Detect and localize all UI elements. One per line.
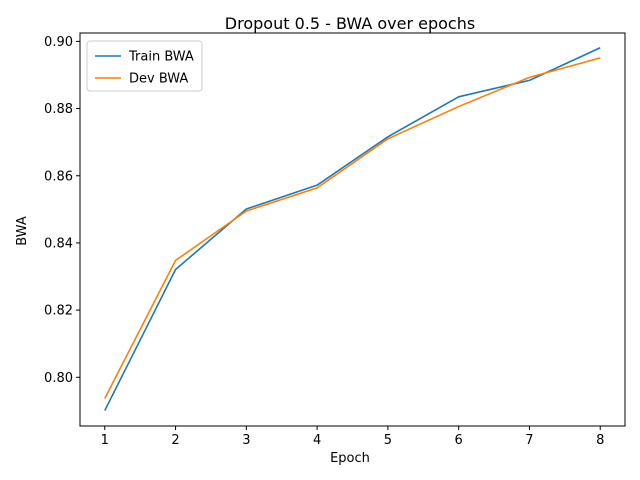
y-tick-label: 0.80 (44, 371, 73, 386)
y-axis-label: BWA (15, 216, 30, 246)
y-tick-label: 0.86 (44, 169, 73, 184)
axes-frame (79, 32, 626, 427)
x-tick-label: 8 (596, 433, 604, 448)
x-axis-ticks: 1 2 3 4 5 6 7 8 (101, 426, 604, 448)
series-layer (104, 47, 601, 411)
x-tick-label: 7 (525, 433, 533, 448)
plot-background (80, 33, 625, 426)
y-axis-ticks: 0.80 0.82 0.84 0.86 0.88 0.90 (44, 35, 80, 386)
y-tick-label: 0.84 (44, 236, 73, 251)
x-axis-label: Epoch (330, 451, 370, 466)
x-tick-label: 2 (171, 433, 179, 448)
chart-title: Dropout 0.5 - BWA over epochs (225, 14, 475, 33)
legend-label: Dev BWA (129, 72, 188, 87)
x-tick-label: 6 (455, 433, 463, 448)
legend-label: Train BWA (128, 50, 194, 65)
x-tick-label: 5 (384, 433, 392, 448)
legend: Train BWA Dev BWA (86, 40, 203, 92)
y-tick-label: 0.82 (44, 304, 73, 319)
x-tick-label: 4 (313, 433, 321, 448)
plot-area (80, 33, 625, 426)
series-line-dev-bwa (104, 57, 601, 399)
x-tick-label: 1 (101, 433, 109, 448)
x-tick-label: 3 (242, 433, 250, 448)
y-tick-label: 0.88 (44, 102, 73, 117)
series-line-train-bwa (104, 47, 601, 411)
y-tick-label: 0.90 (44, 35, 73, 50)
